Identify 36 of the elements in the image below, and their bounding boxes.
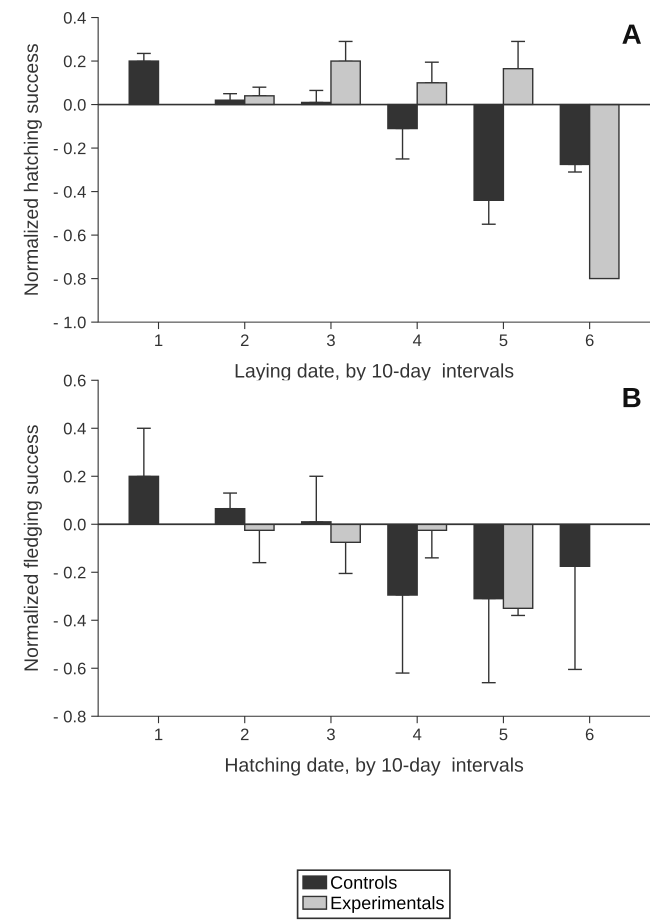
x-tick-label: 2 [240, 334, 249, 346]
y-tick-label: - 0.4 [54, 614, 86, 626]
x-tick-label: 6 [586, 728, 594, 740]
y-tick-label: 0.4 [64, 422, 86, 434]
x-tick-label: 4 [412, 728, 422, 740]
x-tick-label: 3 [326, 728, 335, 740]
y-tick-label: - 0.6 [54, 230, 86, 242]
y-tick-label: 0.0 [64, 518, 86, 530]
x-tick-label: 5 [499, 728, 508, 740]
annotation: B [624, 388, 640, 408]
y-tick-label: 0.4 [64, 12, 86, 24]
x-axis-title: Laying date, by 10-day intervals [236, 363, 514, 382]
y-tick-label: - 0.4 [54, 186, 86, 198]
y-tick-label: - 0.6 [54, 662, 86, 674]
y-tick-label: - 0.8 [54, 273, 86, 285]
y-tick-label: - 0.8 [54, 710, 86, 722]
x-tick-label: 1 [155, 728, 162, 740]
legend-label: Controls [331, 876, 397, 889]
y-tick-label: - 1.0 [54, 316, 86, 328]
y-axis-title: Normalized hatching success [24, 44, 42, 295]
y-axis-title: Normalized fledging success [24, 425, 42, 670]
y-tick-label: 0.6 [64, 374, 86, 386]
x-tick-label: 4 [412, 334, 422, 346]
x-tick-label: 1 [155, 334, 162, 346]
y-tick-label: - 0.2 [54, 142, 86, 154]
annotation: A [622, 24, 641, 44]
y-tick-label: 0.2 [64, 55, 86, 68]
y-tick-label: 0.0 [64, 98, 86, 111]
x-tick-label: 5 [499, 334, 508, 346]
x-tick-label: 3 [326, 334, 335, 346]
y-tick-label: 0.2 [64, 470, 86, 482]
y-tick-label: - 0.2 [54, 566, 86, 578]
x-axis-title: Hatching date, by 10-day intervals [226, 757, 524, 776]
x-tick-label: 6 [586, 334, 594, 346]
x-tick-label: 2 [240, 728, 249, 740]
legend-label: Experimentals [332, 896, 444, 913]
